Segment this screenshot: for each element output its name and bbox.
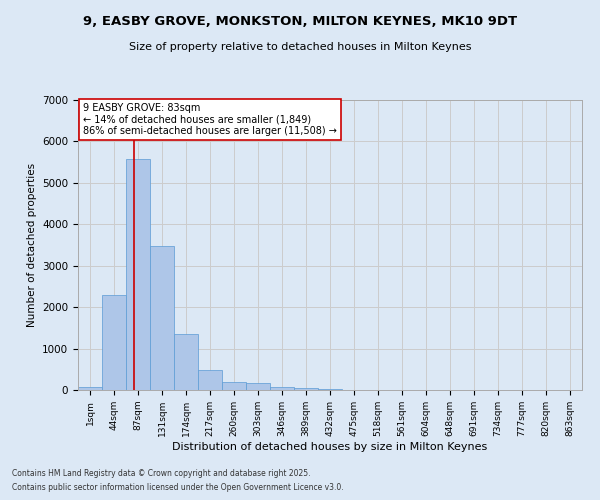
Bar xyxy=(102,294,126,390)
Text: Contains HM Land Registry data © Crown copyright and database right 2025.: Contains HM Land Registry data © Crown c… xyxy=(12,468,311,477)
Bar xyxy=(318,389,342,390)
Bar xyxy=(150,246,174,390)
Bar xyxy=(78,387,102,390)
Y-axis label: Number of detached properties: Number of detached properties xyxy=(26,163,37,327)
Bar xyxy=(294,388,318,390)
Bar xyxy=(270,387,294,390)
Text: 9, EASBY GROVE, MONKSTON, MILTON KEYNES, MK10 9DT: 9, EASBY GROVE, MONKSTON, MILTON KEYNES,… xyxy=(83,15,517,28)
Bar xyxy=(198,370,222,390)
Text: Contains public sector information licensed under the Open Government Licence v3: Contains public sector information licen… xyxy=(12,484,344,492)
Text: 9 EASBY GROVE: 83sqm
← 14% of detached houses are smaller (1,849)
86% of semi-de: 9 EASBY GROVE: 83sqm ← 14% of detached h… xyxy=(83,103,337,136)
Bar xyxy=(222,382,246,390)
Text: Size of property relative to detached houses in Milton Keynes: Size of property relative to detached ho… xyxy=(129,42,471,52)
Bar xyxy=(126,159,150,390)
Bar xyxy=(174,334,198,390)
Bar xyxy=(246,383,270,390)
X-axis label: Distribution of detached houses by size in Milton Keynes: Distribution of detached houses by size … xyxy=(172,442,488,452)
